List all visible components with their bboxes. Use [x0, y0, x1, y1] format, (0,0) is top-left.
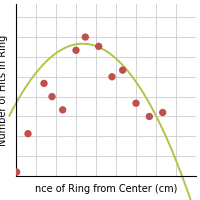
Point: [110, 75, 114, 78]
Point: [26, 132, 30, 135]
Point: [148, 115, 151, 118]
Point: [161, 111, 164, 114]
Point: [97, 45, 100, 48]
Y-axis label: Number of Hits in Ring: Number of Hits in Ring: [0, 34, 8, 146]
X-axis label: nce of Ring from Center (cm): nce of Ring from Center (cm): [35, 184, 177, 194]
Point: [42, 82, 46, 85]
Point: [74, 49, 78, 52]
Point: [121, 69, 124, 72]
Point: [84, 35, 87, 39]
Point: [61, 108, 64, 111]
Point: [134, 102, 138, 105]
Point: [50, 95, 54, 98]
Point: [15, 170, 18, 174]
